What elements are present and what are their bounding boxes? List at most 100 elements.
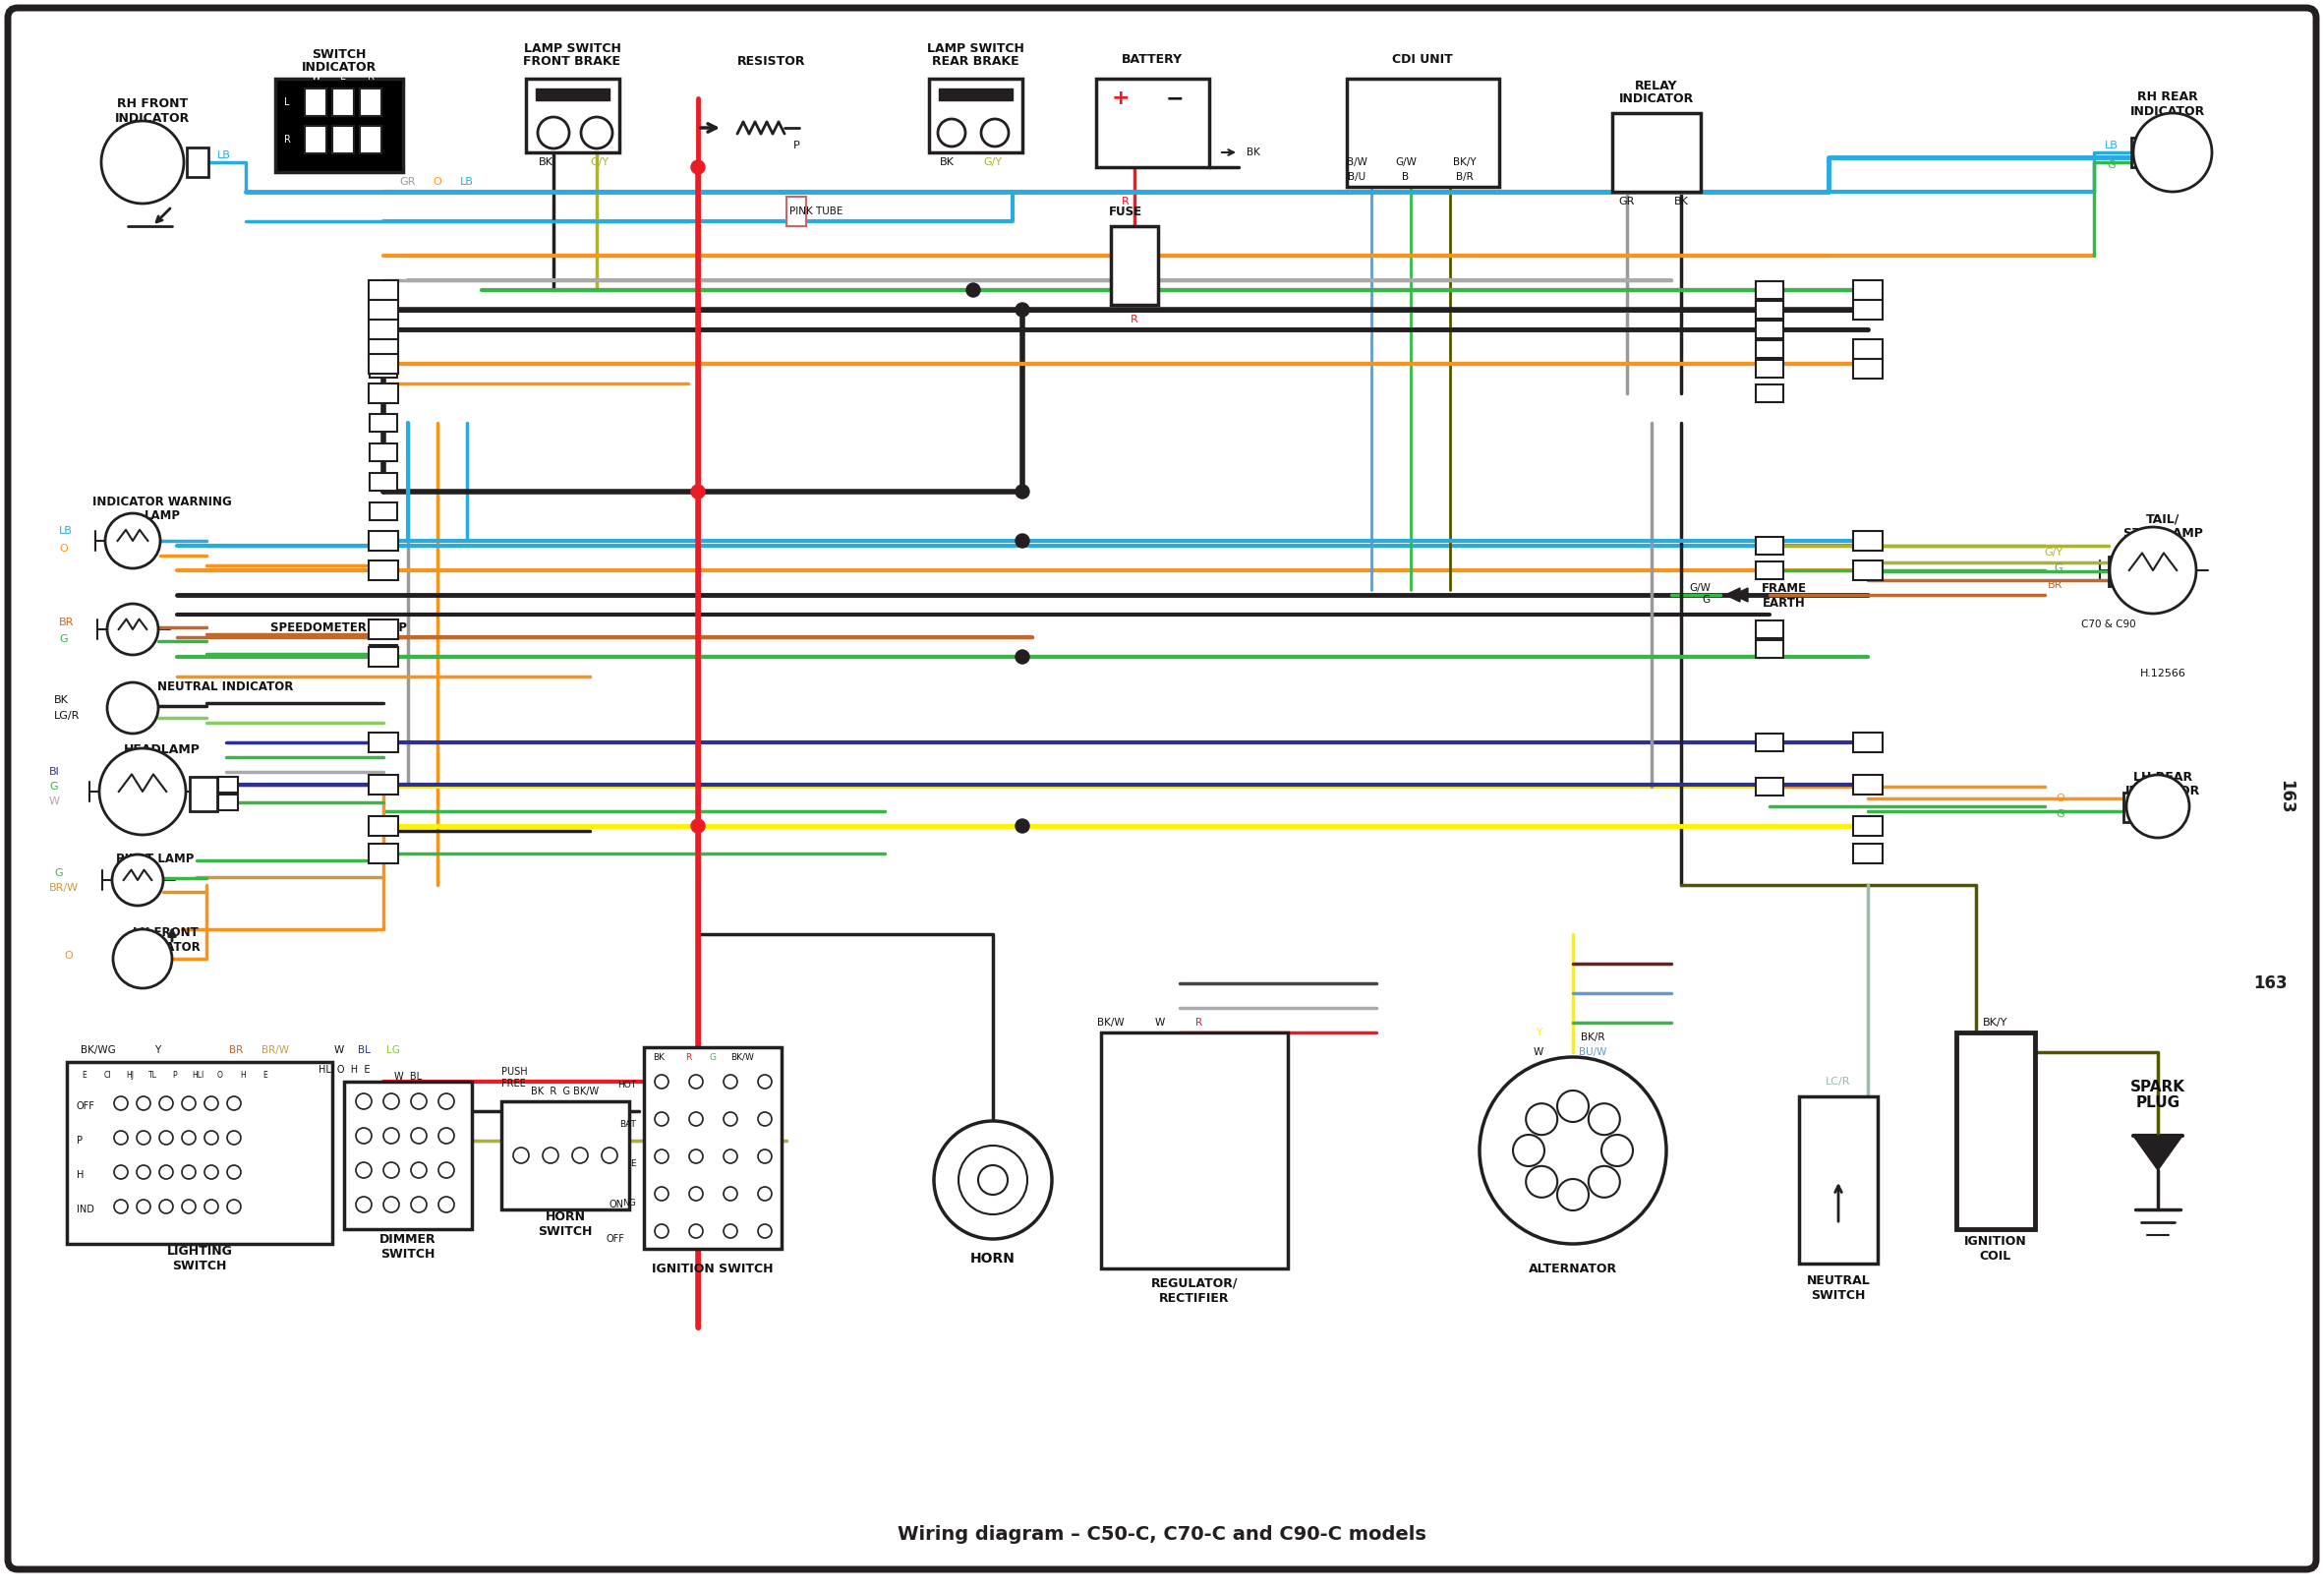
Text: BR: BR (2047, 581, 2061, 590)
Text: G: G (53, 869, 63, 878)
Circle shape (655, 1149, 669, 1163)
Bar (537, 89, 609, 100)
Circle shape (690, 1112, 702, 1126)
Text: NG: NG (623, 1198, 637, 1208)
Bar (370, 473, 397, 490)
Circle shape (181, 1096, 195, 1111)
Bar (2108, 557, 2131, 585)
Text: −: − (1167, 89, 1183, 108)
Text: FUSE: FUSE (1109, 205, 1143, 218)
Text: BL: BL (358, 1045, 370, 1055)
Text: DIMMER
SWITCH: DIMMER SWITCH (379, 1233, 437, 1260)
Bar (1852, 732, 1882, 753)
Bar (360, 89, 381, 116)
Circle shape (758, 1076, 772, 1088)
Polygon shape (1734, 589, 1748, 601)
Circle shape (723, 1223, 737, 1238)
Bar (2124, 792, 2145, 823)
Bar (370, 619, 397, 640)
Circle shape (1016, 651, 1030, 663)
Bar (1852, 775, 1882, 794)
Circle shape (690, 161, 704, 173)
Text: BU/W: BU/W (1578, 1047, 1606, 1056)
Bar (370, 383, 397, 403)
Text: LIGHTING
SWITCH: LIGHTING SWITCH (167, 1244, 232, 1273)
Text: O: O (58, 544, 67, 554)
Text: BK: BK (939, 158, 955, 167)
Circle shape (690, 485, 704, 498)
Bar (1755, 536, 1783, 555)
Bar (1755, 733, 1783, 751)
Bar (1855, 340, 1882, 358)
Text: LG: LG (386, 1045, 400, 1055)
Bar (370, 644, 397, 663)
Text: W  BL: W BL (395, 1072, 421, 1082)
Text: SPARK: SPARK (2131, 1079, 2185, 1095)
Circle shape (939, 119, 964, 146)
Circle shape (978, 1165, 1009, 1195)
Bar (1755, 620, 1783, 638)
Text: PINK TUBE: PINK TUBE (790, 207, 844, 216)
Bar (1755, 778, 1783, 796)
Circle shape (439, 1093, 453, 1109)
Bar (1755, 301, 1783, 318)
Text: BATTERY: BATTERY (1122, 53, 1183, 65)
Text: BR: BR (58, 617, 74, 627)
Circle shape (655, 1187, 669, 1201)
Bar (1755, 320, 1783, 339)
Bar (370, 531, 397, 550)
Circle shape (137, 1096, 151, 1111)
Text: L: L (284, 97, 290, 107)
Circle shape (160, 1200, 172, 1214)
Circle shape (160, 1165, 172, 1179)
Bar (370, 816, 397, 835)
FancyBboxPatch shape (7, 8, 2317, 1569)
Circle shape (356, 1093, 372, 1109)
Bar (370, 301, 397, 320)
Bar (370, 301, 397, 318)
Bar (1102, 1033, 1287, 1268)
Text: B/R: B/R (1457, 172, 1473, 181)
Text: NEUTRAL
SWITCH: NEUTRAL SWITCH (1806, 1274, 1871, 1301)
Text: W: W (335, 1045, 344, 1055)
Text: H: H (77, 1169, 84, 1181)
Circle shape (107, 603, 158, 655)
Text: PILOT LAMP: PILOT LAMP (116, 853, 195, 866)
Circle shape (181, 1165, 195, 1179)
Circle shape (690, 1149, 702, 1163)
Circle shape (1016, 302, 1030, 317)
Circle shape (602, 1147, 618, 1163)
Text: LB: LB (460, 177, 474, 186)
Text: R: R (1122, 197, 1129, 207)
Circle shape (758, 1223, 772, 1238)
Circle shape (537, 118, 569, 148)
Text: GR: GR (400, 177, 416, 186)
Bar (370, 560, 397, 581)
Bar (1855, 360, 1882, 377)
Bar (370, 280, 397, 301)
Text: PLUG: PLUG (2136, 1096, 2180, 1111)
Circle shape (112, 854, 163, 905)
Text: E: E (263, 1071, 267, 1080)
Circle shape (411, 1128, 428, 1144)
Circle shape (228, 1200, 242, 1214)
Text: G: G (49, 781, 58, 792)
Text: HORN: HORN (971, 1252, 1016, 1265)
Circle shape (114, 1165, 128, 1179)
Text: ON: ON (609, 1200, 625, 1209)
Text: BK: BK (1673, 197, 1687, 207)
Circle shape (137, 1165, 151, 1179)
Bar (191, 776, 216, 811)
Circle shape (356, 1196, 372, 1212)
Text: BK  R  G BK/W: BK R G BK/W (532, 1087, 600, 1096)
Text: BK: BK (1246, 148, 1260, 158)
Text: P: P (172, 1071, 177, 1080)
Text: INDICATOR: INDICATOR (130, 940, 200, 953)
Circle shape (1016, 535, 1030, 547)
Text: BR/W: BR/W (49, 883, 79, 893)
Text: E: E (81, 1071, 86, 1080)
Text: HEADLAMP: HEADLAMP (123, 743, 200, 756)
Text: O: O (432, 177, 442, 186)
Text: RH REAR: RH REAR (2138, 91, 2199, 103)
Circle shape (723, 1149, 737, 1163)
